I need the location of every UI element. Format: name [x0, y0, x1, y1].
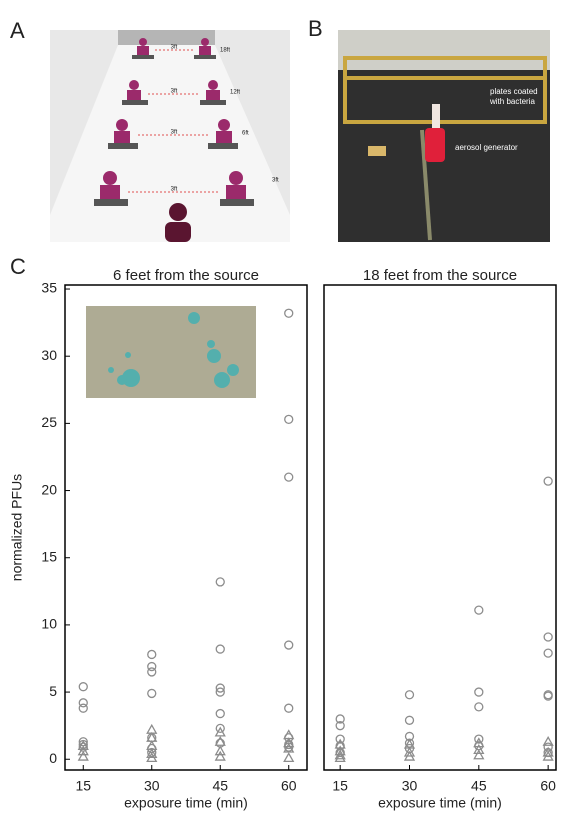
circle-point [544, 633, 552, 641]
board [118, 30, 215, 45]
circle-point [475, 606, 483, 614]
circle-point [216, 645, 224, 653]
lab-photo: plates coated with bacteria aerosol gene… [338, 30, 550, 242]
triangle-point [284, 753, 293, 761]
panel-letter: B [308, 16, 323, 41]
circle-point [405, 691, 413, 699]
wall [338, 30, 550, 70]
circle-point [216, 710, 224, 718]
x-tick-label: 45 [471, 778, 487, 794]
chart-title: 18 feet from the source [363, 267, 517, 284]
y-tick-label: 10 [41, 616, 57, 632]
circle-point [285, 704, 293, 712]
circle-point [79, 683, 87, 691]
y-tick-label: 25 [41, 414, 57, 430]
x-axis-title: exposure time (min) [378, 795, 502, 811]
y-tick-label: 0 [49, 750, 57, 766]
x-tick-label: 45 [212, 778, 228, 794]
spacing-label: 3ft [171, 89, 178, 95]
x-tick-label: 60 [281, 778, 297, 794]
y-axis-title: normalized PFUs [9, 474, 25, 581]
plaque-inset [86, 306, 256, 398]
triangle-point [544, 737, 553, 745]
circle-point [148, 668, 156, 676]
photo-label: with bacteria [489, 97, 535, 106]
x-tick-label: 60 [540, 778, 556, 794]
circle-point [475, 688, 483, 696]
y-tick-label: 30 [41, 347, 57, 363]
photo-label: aerosol generator [455, 143, 518, 152]
generator [425, 128, 445, 162]
x-tick-label: 30 [144, 778, 160, 794]
spacing-label: 3ft [171, 130, 178, 136]
circle-point [285, 415, 293, 423]
y-tick-label: 20 [41, 481, 57, 497]
x-tick-label: 30 [402, 778, 418, 794]
distance-label: 3ft [272, 178, 279, 184]
box [368, 146, 386, 156]
panel-letter: A [10, 18, 25, 43]
x-tick-label: 15 [332, 778, 348, 794]
x-tick-label: 15 [75, 778, 91, 794]
y-tick-label: 5 [49, 683, 57, 699]
distance-label: 6ft [242, 131, 249, 137]
spacing-label: 3ft [171, 45, 178, 51]
distance-label: 18ft [220, 48, 230, 54]
photo-label: plates coated [490, 87, 538, 96]
inset-background [86, 306, 256, 398]
circle-point [544, 477, 552, 485]
circle-point [79, 704, 87, 712]
y-tick-label: 15 [41, 548, 57, 564]
classroom-illustration: 3ft 3ft 3ft 3ft 18ft 12ft 6ft 3ft [50, 30, 290, 242]
circle-point [405, 716, 413, 724]
spacing-label: 3ft [171, 187, 178, 193]
circle-point [475, 703, 483, 711]
bottle [432, 104, 440, 128]
plot-frame [324, 285, 556, 770]
circle-point [148, 650, 156, 658]
circle-point [285, 309, 293, 317]
circle-point [544, 649, 552, 657]
panel-letter: C [10, 254, 26, 279]
x-axis-title: exposure time (min) [124, 795, 248, 811]
triangle-point [216, 747, 225, 755]
circle-point [285, 641, 293, 649]
circle-point [148, 689, 156, 697]
y-tick-label: 35 [41, 280, 57, 296]
distance-label: 12ft [230, 90, 240, 96]
chart-title: 6 feet from the source [113, 267, 259, 284]
circle-point [216, 578, 224, 586]
circle-point [285, 473, 293, 481]
figure: A B C 3ft 3ft 3ft 3ft 18ft [0, 0, 564, 815]
